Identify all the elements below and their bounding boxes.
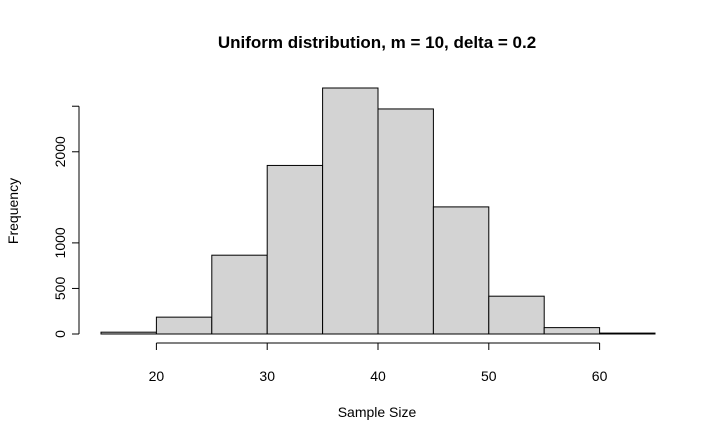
y-tick-label: 1000 <box>52 227 68 258</box>
histogram-bar <box>155 316 213 335</box>
histogram-bar <box>543 327 601 335</box>
y-tick-label: 0 <box>52 330 68 338</box>
histogram-bars <box>100 87 656 335</box>
x-tick-label: 60 <box>592 368 608 384</box>
y-tick-label: 500 <box>52 277 68 301</box>
x-tick-label: 40 <box>370 368 386 384</box>
x-axis-label: Sample Size <box>338 404 417 420</box>
chart-title: Uniform distribution, m = 10, delta = 0.… <box>218 33 536 52</box>
x-tick-label: 30 <box>259 368 275 384</box>
histogram-bar <box>266 164 324 335</box>
histogram-bar <box>599 332 656 335</box>
x-axis: 20 30 40 50 60 <box>149 342 608 384</box>
histogram-bar <box>322 87 379 335</box>
histogram-bar <box>488 295 545 335</box>
y-axis-label: Frequency <box>5 178 21 244</box>
histogram-bar <box>211 254 268 335</box>
y-tick-label: 2000 <box>52 136 68 167</box>
y-axis: 0 500 1000 2000 <box>52 105 80 338</box>
histogram-bar <box>377 108 434 335</box>
histogram-bar <box>100 331 157 335</box>
x-tick-label: 50 <box>481 368 497 384</box>
histogram-bar <box>432 206 490 335</box>
x-tick-label: 20 <box>149 368 165 384</box>
